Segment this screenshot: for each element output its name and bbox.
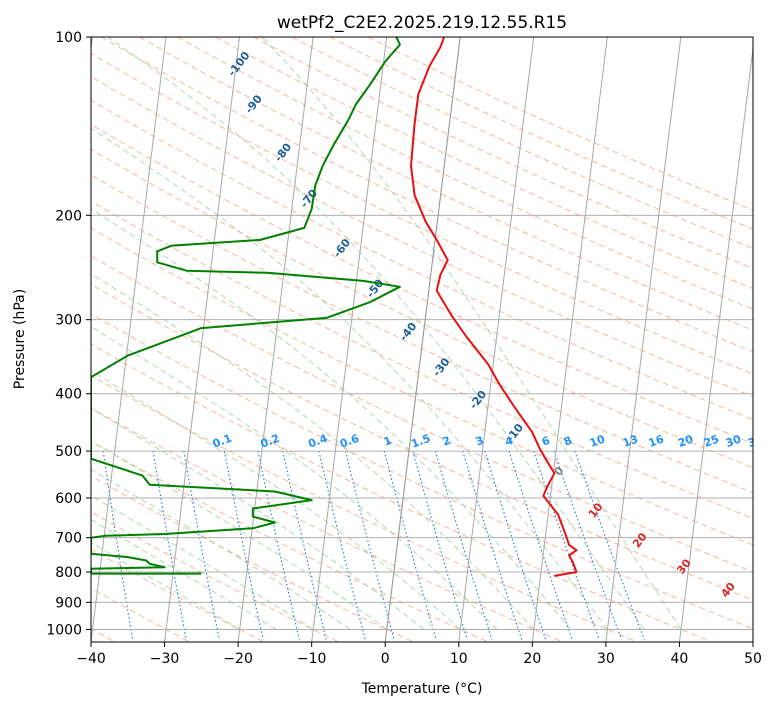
y-tick-label: 100 [55, 30, 82, 46]
mixing-ratio-line [574, 450, 645, 640]
mixing-ratio-label: 6 [540, 434, 552, 449]
dry-adiabat [139, 37, 753, 331]
mixing-ratio-line [152, 451, 187, 640]
mixing-ratio-line [183, 451, 220, 640]
x-tick-label: 30 [597, 651, 615, 667]
mixing-ratio-label: 1 [382, 434, 394, 449]
moist-adiabat [91, 208, 572, 630]
mixing-ratio-line [412, 450, 468, 640]
moist-adiabat [91, 370, 461, 630]
mixing-ratio-label: 0.6 [338, 432, 361, 451]
zero-isotherm-line [384, 37, 461, 642]
moist-adiabat [91, 468, 351, 630]
mixing-ratio-line [508, 450, 573, 640]
x-tick-label: 40 [671, 651, 689, 667]
chart-title: wetPf2_C2E2.2025.219.12.55.R15 [277, 13, 567, 33]
x-tick-label: −10 [297, 651, 327, 667]
mixing-ratio-line [102, 451, 134, 640]
dry-adiabat [91, 227, 753, 546]
isotherm-line [458, 37, 535, 642]
dry-adiabat [101, 37, 753, 353]
moist-adiabat [91, 326, 498, 630]
dry-adiabat [215, 37, 753, 290]
dry-adiabat [253, 37, 753, 269]
y-tick-label: 600 [55, 491, 82, 507]
moist-adiabat [107, 37, 645, 630]
mixing-ratio-label: 10 [588, 432, 607, 450]
x-tick-label: 10 [450, 651, 468, 667]
mixing-ratio-label: 25 [702, 432, 721, 449]
y-tick-label: 800 [55, 565, 82, 581]
y-tick-label: 900 [55, 595, 82, 611]
x-axis-label: Temperature (°C) [361, 681, 483, 697]
mixing-ratio-line [533, 450, 600, 640]
dry-adiabat [91, 374, 638, 642]
mixing-ratio-line [434, 450, 493, 640]
temperature-line [410, 37, 578, 577]
moist-adiabat [91, 519, 277, 630]
mixing-ratio-label: 13 [621, 432, 640, 449]
mixing-ratio-label: 20 [676, 432, 695, 450]
mixing-ratio-label: 2 [441, 434, 453, 449]
mixing-ratio-line [484, 450, 547, 640]
plot-frame [90, 36, 754, 643]
isotherm-line [531, 37, 608, 642]
y-tick-label: 500 [55, 444, 82, 460]
dry-adiabat [91, 475, 414, 642]
isotherm-line [678, 44, 753, 642]
mixing-ratio-label: 8 [562, 434, 574, 449]
y-tick-label: 300 [55, 313, 82, 329]
mixing-ratio-label: 0.4 [306, 432, 329, 451]
mixing-ratio-label: 1.5 [409, 432, 432, 451]
mixing-ratio-label: 0.2 [259, 432, 282, 451]
y-tick-label: 700 [55, 531, 82, 547]
mixing-ratio-line [223, 450, 264, 640]
isotherm-line [237, 37, 314, 642]
dry-adiabat [91, 148, 753, 469]
dry-adiabat [91, 76, 753, 398]
x-tick-label: 50 [744, 651, 762, 667]
dry-adiabat [91, 255, 753, 573]
moist-adiabat [91, 127, 608, 630]
mixing-ratio-line [257, 450, 300, 640]
mixing-ratio-line [553, 450, 623, 640]
dewpoint-line [91, 37, 401, 575]
moist-adiabat [91, 440, 388, 630]
x-tick-label: 0 [381, 651, 390, 667]
mixing-ratio-label: 3 [474, 434, 486, 449]
dry-adiabat [91, 52, 753, 375]
dry-adiabat [91, 123, 753, 445]
moist-adiabat [261, 37, 682, 630]
y-tick-label: 200 [55, 208, 82, 224]
x-tick-label: −40 [76, 651, 106, 667]
x-tick-label: −30 [150, 651, 180, 667]
isotherm-line [91, 37, 167, 642]
isotherm-line [164, 37, 241, 642]
y-axis-label: Pressure (hPa) [12, 289, 28, 389]
y-tick-label: 1000 [46, 622, 82, 638]
mixing-ratio-line [462, 450, 523, 640]
x-tick-label: −20 [223, 651, 253, 667]
isotherm-line [311, 37, 388, 642]
isotherm-line [605, 37, 682, 642]
y-tick-label: 400 [55, 387, 82, 403]
mixing-ratio-label: 4 [503, 434, 515, 449]
mixing-ratio-label: 16 [647, 432, 666, 450]
dry-adiabat [91, 99, 753, 421]
moist-adiabat [91, 541, 240, 630]
mixing-ratio-label: 36 [746, 432, 765, 450]
mixing-ratio-label: 30 [724, 432, 743, 450]
dry-adiabat [329, 37, 753, 230]
x-tick-label: 20 [523, 651, 541, 667]
mixing-ratio-line [282, 450, 327, 640]
mixing-ratio-label: 0.1 [211, 432, 234, 451]
dry-adiabat [91, 174, 753, 494]
